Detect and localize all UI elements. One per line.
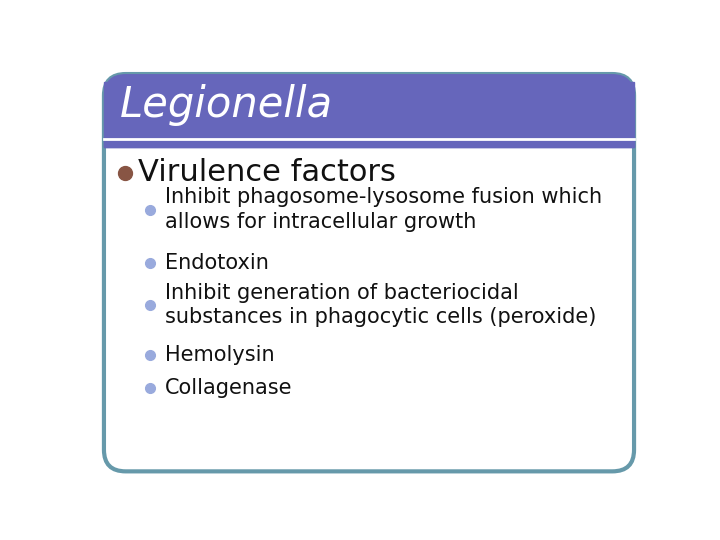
Text: Collagenase: Collagenase [165,378,292,398]
Bar [104,82,634,147]
Text: allows for intracellular growth: allows for intracellular growth [165,212,477,232]
FancyBboxPatch shape [104,74,634,471]
Bar [104,139,634,147]
Text: substances in phagocytic cells (peroxide): substances in phagocytic cells (peroxide… [165,307,597,327]
Text: Hemolysin: Hemolysin [165,345,275,365]
Text: Endotoxin: Endotoxin [165,253,269,273]
Text: Inhibit phagosome-lysosome fusion which: Inhibit phagosome-lysosome fusion which [165,187,603,207]
Text: Legionella: Legionella [120,84,333,126]
Text: Inhibit generation of bacteriocidal: Inhibit generation of bacteriocidal [165,283,519,303]
FancyBboxPatch shape [104,74,634,147]
Text: Virulence factors: Virulence factors [138,158,396,187]
